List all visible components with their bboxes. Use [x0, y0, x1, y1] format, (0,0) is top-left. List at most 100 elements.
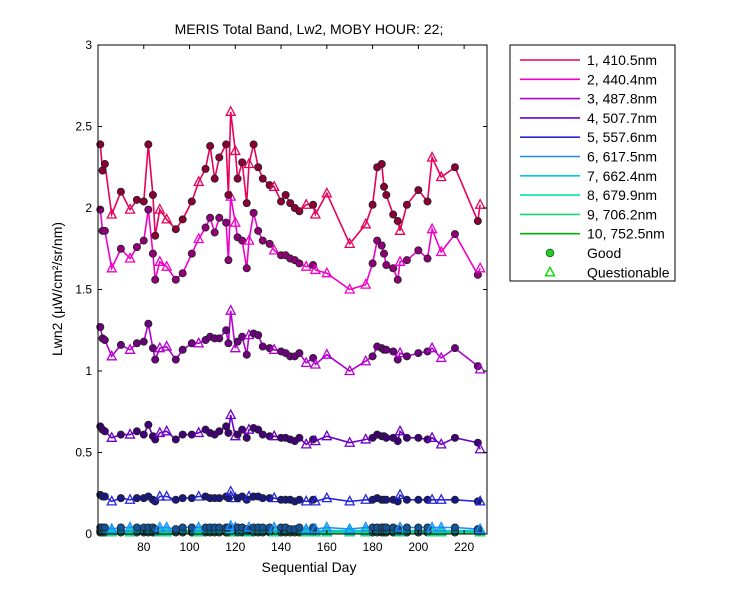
good-point — [151, 275, 160, 284]
questionable-point — [394, 488, 406, 500]
good-point — [295, 495, 304, 504]
questionable-point — [435, 351, 447, 363]
good-point — [242, 264, 251, 273]
good-point — [258, 174, 267, 183]
good-point — [373, 236, 382, 245]
questionable-point — [161, 340, 173, 351]
good-point — [423, 197, 432, 206]
good-point — [389, 210, 398, 219]
questionable-point — [474, 362, 486, 374]
questionable-point — [161, 490, 173, 501]
good-point — [100, 226, 109, 235]
questionable-point — [344, 364, 356, 376]
good-point — [238, 158, 247, 167]
y-tick-label: 0.5 — [75, 446, 92, 460]
questionable-point — [124, 428, 136, 439]
good-point — [249, 140, 258, 149]
good-point — [201, 223, 210, 232]
y-axis-label: Lwn2 (µW/cm²/sr/nm) — [49, 222, 65, 356]
legend-questionable-label: Questionable — [587, 264, 670, 280]
questionable-point — [300, 356, 312, 368]
questionable-point — [426, 341, 438, 353]
good-point — [402, 200, 411, 209]
questionable-point — [124, 493, 136, 504]
good-point — [171, 225, 180, 234]
questionable-point — [360, 433, 372, 444]
good-point — [116, 494, 125, 503]
good-point — [450, 523, 459, 532]
good-point — [201, 164, 210, 173]
questionable-point — [106, 522, 118, 534]
y-tick-label: 3 — [85, 38, 92, 52]
questionable-point — [161, 521, 173, 532]
good-point — [414, 246, 423, 255]
good-point — [215, 427, 224, 436]
good-point — [382, 190, 391, 199]
good-point — [215, 153, 224, 162]
good-point — [187, 430, 196, 439]
good-point — [187, 197, 196, 206]
questionable-point — [321, 348, 333, 359]
good-point — [151, 231, 160, 240]
good-point — [254, 163, 263, 172]
questionable-point — [124, 343, 136, 354]
legend-label: 2, 440.4nm — [587, 71, 657, 87]
good-point — [368, 352, 377, 361]
questionable-point — [161, 424, 173, 436]
good-point — [368, 259, 377, 268]
questionable-point — [394, 346, 406, 358]
questionable-point — [426, 521, 438, 532]
axis-layer: 80 100 120 140 160 180 200 220 0 0.5 1 1.5 2 2.5 3 — [75, 38, 487, 554]
legend-label: 1, 410.5nm — [587, 52, 657, 68]
questionable-point — [124, 203, 136, 214]
good-point — [144, 205, 153, 214]
questionable-point — [161, 213, 173, 224]
good-point — [414, 186, 423, 195]
legend-label: 5, 557.6nm — [587, 129, 657, 145]
questionable-point — [435, 521, 447, 532]
questionable-point — [300, 522, 312, 534]
questionable-point — [309, 434, 321, 446]
good-point — [382, 523, 391, 532]
good-point — [139, 197, 148, 206]
good-point — [187, 494, 196, 503]
good-point — [178, 494, 187, 503]
questionable-point — [193, 336, 205, 348]
questionable-point — [321, 186, 333, 198]
questionable-point — [300, 525, 312, 537]
good-point — [100, 492, 109, 501]
questionable-point — [300, 198, 312, 209]
good-point — [100, 336, 109, 345]
questionable-point — [344, 436, 356, 447]
good-point — [414, 495, 423, 504]
good-point — [382, 433, 391, 442]
questionable-point — [360, 493, 372, 504]
good-point — [393, 437, 402, 446]
good-point — [402, 352, 411, 361]
questionable-point — [435, 170, 447, 182]
questionable-point — [229, 216, 241, 227]
y-tick-label: 1 — [85, 364, 92, 378]
good-point — [402, 523, 411, 532]
questionable-point — [474, 442, 486, 454]
questionable-point — [426, 431, 438, 442]
good-point — [148, 249, 157, 258]
y-tick-label: 2.5 — [75, 120, 92, 134]
good-point — [382, 495, 391, 504]
questionable-point — [106, 349, 118, 361]
good-point — [295, 523, 304, 532]
x-tick-label: 80 — [137, 540, 151, 554]
questionable-point — [344, 495, 356, 506]
good-point — [380, 182, 389, 191]
good-point — [450, 230, 459, 239]
questionable-point — [360, 354, 372, 366]
questionable-point — [309, 358, 321, 369]
good-point — [254, 331, 263, 340]
good-point — [206, 142, 215, 151]
x-tick-label: 140 — [271, 540, 291, 554]
series-layer — [96, 105, 486, 537]
questionable-point — [435, 437, 447, 449]
good-point — [224, 190, 233, 199]
good-point — [368, 200, 377, 209]
good-point — [178, 430, 187, 439]
